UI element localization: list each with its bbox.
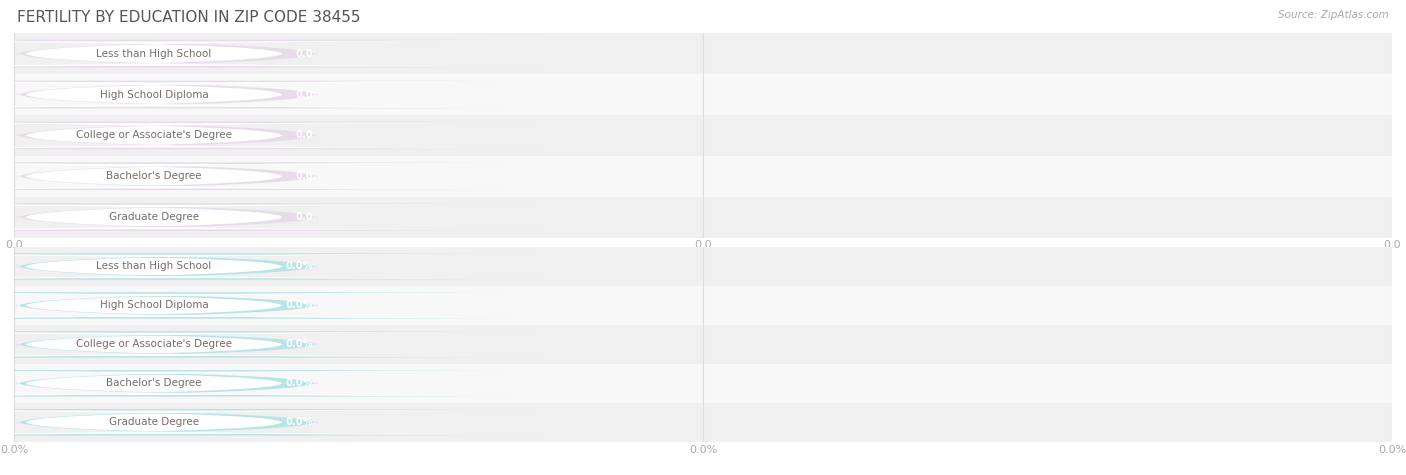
Text: High School Diploma: High School Diploma: [100, 300, 208, 311]
FancyBboxPatch shape: [0, 292, 540, 319]
FancyBboxPatch shape: [0, 203, 540, 231]
Bar: [14, 286, 1392, 325]
Text: Bachelor's Degree: Bachelor's Degree: [107, 378, 201, 389]
Text: 0.0%: 0.0%: [285, 378, 314, 389]
Text: 0.0: 0.0: [295, 212, 314, 222]
Text: 0.0: 0.0: [295, 171, 314, 181]
FancyBboxPatch shape: [0, 253, 540, 280]
FancyBboxPatch shape: [0, 41, 465, 66]
Text: 0.0%: 0.0%: [285, 417, 314, 428]
Bar: [14, 247, 1392, 286]
FancyBboxPatch shape: [0, 410, 465, 434]
Bar: [14, 403, 1392, 442]
FancyBboxPatch shape: [0, 164, 465, 189]
Bar: [14, 364, 1392, 403]
FancyBboxPatch shape: [0, 255, 465, 278]
Bar: [14, 156, 1392, 197]
Bar: [14, 325, 1392, 364]
Text: 0.0%: 0.0%: [285, 261, 314, 272]
FancyBboxPatch shape: [0, 205, 465, 229]
FancyBboxPatch shape: [0, 371, 465, 395]
Bar: [14, 197, 1392, 238]
FancyBboxPatch shape: [0, 294, 465, 317]
Text: 0.0%: 0.0%: [285, 339, 314, 350]
Bar: [14, 74, 1392, 115]
Text: Graduate Degree: Graduate Degree: [108, 212, 200, 222]
Text: High School Diploma: High School Diploma: [100, 89, 208, 100]
FancyBboxPatch shape: [0, 332, 465, 356]
Text: 0.0%: 0.0%: [285, 300, 314, 311]
FancyBboxPatch shape: [0, 162, 540, 190]
FancyBboxPatch shape: [0, 331, 540, 358]
FancyBboxPatch shape: [0, 370, 540, 397]
FancyBboxPatch shape: [0, 122, 540, 149]
Bar: [14, 115, 1392, 156]
FancyBboxPatch shape: [0, 81, 540, 108]
FancyBboxPatch shape: [0, 82, 465, 107]
Text: Source: ZipAtlas.com: Source: ZipAtlas.com: [1278, 10, 1389, 19]
Text: College or Associate's Degree: College or Associate's Degree: [76, 339, 232, 350]
FancyBboxPatch shape: [0, 40, 540, 67]
Bar: [14, 33, 1392, 74]
Text: 0.0: 0.0: [295, 130, 314, 141]
FancyBboxPatch shape: [0, 123, 465, 148]
Text: Bachelor's Degree: Bachelor's Degree: [107, 171, 201, 181]
Text: Less than High School: Less than High School: [96, 48, 211, 59]
FancyBboxPatch shape: [0, 409, 540, 436]
Text: 0.0: 0.0: [295, 48, 314, 59]
Text: College or Associate's Degree: College or Associate's Degree: [76, 130, 232, 141]
Text: FERTILITY BY EDUCATION IN ZIP CODE 38455: FERTILITY BY EDUCATION IN ZIP CODE 38455: [17, 10, 360, 25]
Text: 0.0: 0.0: [295, 89, 314, 100]
Text: Less than High School: Less than High School: [96, 261, 211, 272]
Text: Graduate Degree: Graduate Degree: [108, 417, 200, 428]
